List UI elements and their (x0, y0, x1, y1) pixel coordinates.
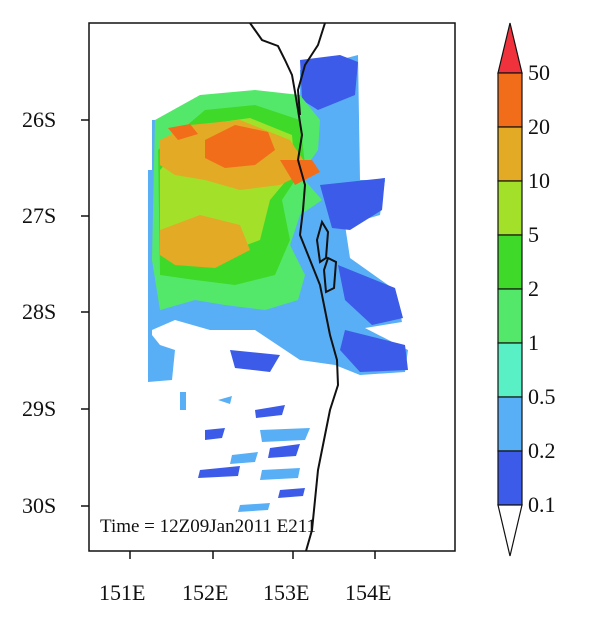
lat-label-29s: 29S (22, 396, 57, 421)
colorbar-seg-1-2 (497, 288, 523, 344)
lon-label-152e: 152E (182, 580, 229, 605)
colorbar-label-0-5: 0.5 (528, 384, 556, 409)
colorbar (497, 22, 523, 557)
colorbar-label-0-1: 0.1 (528, 492, 556, 517)
colorbar-label-50: 50 (528, 60, 550, 85)
colorbar-seg-20-50 (497, 72, 523, 128)
time-label: Time = 12Z09Jan2011 E211 (100, 516, 317, 537)
colorbar-arrow-bottom (497, 504, 523, 557)
colorbar-seg-10-20 (497, 126, 523, 182)
colorbar-seg-5-10 (497, 180, 523, 236)
lat-label-28s: 28S (22, 299, 57, 324)
lon-label-153e: 153E (263, 580, 310, 605)
lon-label-154e: 154E (345, 580, 392, 605)
colorbar-label-1: 1 (528, 330, 539, 355)
colorbar-label-5: 5 (528, 222, 539, 247)
colorbar-arrow-top (497, 22, 523, 74)
colorbar-label-2: 2 (528, 276, 539, 301)
lon-label-151e: 151E (99, 580, 146, 605)
colorbar-seg-01-02 (497, 450, 523, 506)
lat-label-30s: 30S (22, 493, 57, 518)
colorbar-label-0-2: 0.2 (528, 438, 556, 463)
plot-frame (88, 22, 456, 552)
lat-label-26s: 26S (22, 107, 57, 132)
colorbar-label-10: 10 (528, 168, 550, 193)
colorbar-label-20: 20 (528, 114, 550, 139)
lat-label-27s: 27S (22, 203, 57, 228)
rainfall-field (148, 23, 408, 551)
axis-ticks (81, 119, 376, 559)
colorbar-seg-02-05 (497, 396, 523, 452)
colorbar-seg-05-1 (497, 342, 523, 398)
colorbar-seg-2-5 (497, 234, 523, 290)
